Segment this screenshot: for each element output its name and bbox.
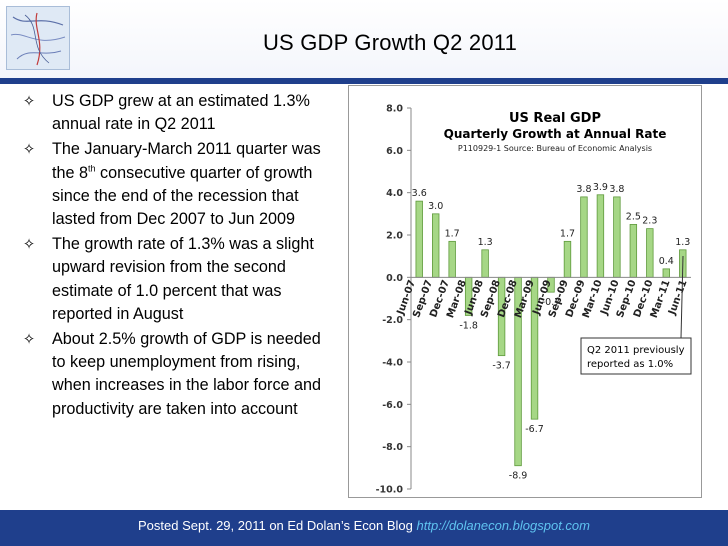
data-label: 1.7: [445, 228, 460, 239]
bar: [646, 228, 654, 278]
y-tick-label: 2.0: [386, 231, 403, 242]
data-label: 3.0: [428, 201, 443, 212]
y-tick-label: 8.0: [386, 104, 403, 115]
diamond-bullet-icon: ✧: [22, 141, 36, 159]
list-item: ✧ The January-March 2011 quarter was the…: [20, 138, 338, 231]
title-divider: [0, 78, 728, 84]
data-label: 2.5: [626, 211, 641, 222]
chart-source: P110929-1 Source: Bureau of Economic Ana…: [458, 144, 652, 153]
data-label: -8.9: [509, 471, 528, 482]
data-label: 3.6: [412, 188, 427, 199]
footer-band: Posted Sept. 29, 2011 on Ed Dolan’s Econ…: [0, 510, 728, 546]
footer-credit: Posted Sept. 29, 2011 on Ed Dolan’s Econ…: [138, 518, 413, 533]
y-tick-label: 0.0: [386, 273, 403, 284]
data-label: -6.7: [525, 424, 544, 435]
data-label: 1.7: [560, 228, 575, 239]
list-item: ✧ The growth rate of 1.3% was a slight u…: [20, 233, 338, 326]
data-label: 3.8: [576, 184, 591, 195]
footer-caption: Posted Sept. 29, 2011 on Ed Dolan’s Econ…: [0, 518, 728, 533]
data-label: -0.7: [542, 297, 561, 308]
y-tick-label: -2.0: [382, 315, 403, 326]
bullet-text-continued: consecutive quarter of growth since the …: [52, 163, 313, 229]
bullet-list: ✧ US GDP grew at an estimated 1.3% annua…: [20, 90, 338, 423]
chart-subtitle: Quarterly Growth at Annual Rate: [444, 127, 667, 141]
gdp-chart: 8.0 6.0 4.0 2.0 0.0 -2.0 -4.0 -6.0 -8.0 -10.0 3.6 3…: [348, 85, 702, 498]
data-label: 3.8: [609, 184, 624, 195]
chart-canvas: 8.06.04.02.00.0-2.0-4.0-6.0-8.0-10.03.63…: [376, 101, 692, 496]
diamond-bullet-icon: ✧: [22, 331, 36, 349]
bar: [613, 196, 621, 278]
data-label: 1.3: [675, 237, 690, 248]
annotation-box: [580, 337, 692, 375]
data-label: -3.7: [492, 361, 511, 372]
bar: [563, 240, 572, 278]
y-tick-label: -6.0: [382, 400, 403, 411]
bar: [415, 200, 423, 278]
bullet-text: The growth rate of 1.3% was a slight upw…: [52, 235, 314, 323]
bullet-superscript: th: [88, 163, 96, 174]
data-label: 0.4: [659, 256, 674, 267]
bullet-text: US GDP grew at an estimated 1.3% annual …: [52, 92, 310, 134]
annotation-text-line-2: reported as 1.0%: [587, 359, 673, 370]
y-tick-label: -10.0: [376, 485, 404, 496]
bullet-text: The January-March 2011 quarter was the 8: [52, 140, 321, 182]
chart-title-box: [424, 101, 688, 159]
chart-title: US Real GDP: [509, 111, 601, 126]
data-label: 2.3: [642, 216, 657, 227]
bar: [596, 194, 605, 278]
data-label: 3.9: [593, 182, 608, 193]
diamond-bullet-icon: ✧: [22, 93, 36, 110]
y-tick-label: 6.0: [386, 146, 403, 157]
bar: [432, 213, 440, 278]
y-tick-label: -4.0: [382, 358, 403, 369]
data-label: 1.3: [478, 237, 493, 248]
bar: [662, 268, 670, 278]
y-tick-label: 4.0: [386, 188, 403, 199]
list-item: ✧ US GDP grew at an estimated 1.3% annua…: [20, 90, 338, 136]
y-tick-label: -8.0: [382, 442, 403, 453]
page-title: US GDP Growth Q2 2011: [262, 30, 518, 55]
data-label: -1.8: [459, 320, 478, 331]
bar: [580, 196, 588, 278]
bar: [629, 224, 638, 278]
bar: [448, 240, 456, 278]
diamond-bullet-icon: ✧: [22, 236, 36, 254]
annotation-text-line-1: Q2 2011 previously: [587, 345, 685, 356]
bar: [481, 249, 489, 278]
logo-icon: [6, 6, 70, 70]
blog-link[interactable]: http://dolanecon.blogspot.com: [416, 518, 590, 533]
annotation-pointer: [680, 255, 684, 339]
list-item: ✧ About 2.5% growth of GDP is needed to …: [20, 328, 338, 421]
bullet-text: About 2.5% growth of GDP is needed to ke…: [52, 330, 322, 418]
title-band: [0, 0, 728, 80]
